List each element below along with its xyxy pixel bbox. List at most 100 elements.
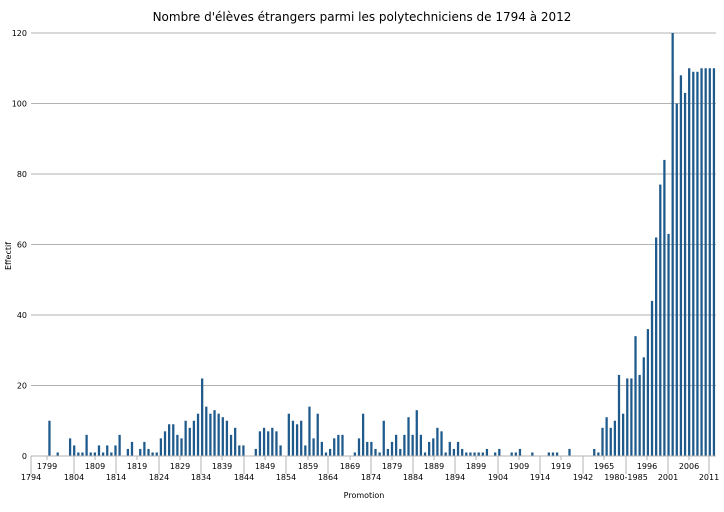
x-tick-label: 1854 [276, 473, 296, 482]
bar [395, 434, 398, 456]
bar [712, 68, 716, 456]
bar [114, 445, 117, 456]
bar [477, 452, 480, 456]
bar [316, 413, 319, 456]
bar [593, 448, 596, 456]
x-tick-label: 1849 [255, 462, 275, 471]
bar [238, 445, 241, 456]
x-tick-label: 1884 [403, 473, 423, 482]
bar [423, 452, 427, 456]
bar [704, 68, 707, 456]
bar [192, 420, 196, 456]
bar [638, 374, 641, 456]
bar [494, 452, 497, 456]
x-tick-label: 1844 [234, 473, 254, 482]
bar [106, 445, 109, 456]
bar [605, 417, 608, 456]
bar [485, 448, 489, 456]
bar [440, 431, 443, 456]
bar [659, 184, 662, 456]
bar [234, 427, 237, 456]
x-tick-label: 1869 [340, 462, 360, 471]
bar [262, 427, 266, 456]
y-tick-label: 60 [17, 241, 27, 250]
bar [634, 336, 637, 456]
bar [461, 448, 464, 456]
bar [679, 75, 683, 457]
bar [85, 434, 88, 456]
bar [382, 420, 385, 456]
bar [97, 445, 101, 456]
bar [143, 441, 146, 456]
bar [337, 434, 340, 456]
bar [258, 431, 262, 456]
bar [118, 434, 121, 456]
x-tick-label: 2001 [658, 473, 678, 482]
bars [48, 33, 716, 457]
bar [188, 427, 191, 456]
bar [213, 410, 216, 456]
x-tick-label: 1864 [318, 473, 338, 482]
x-tick-label: 1894 [445, 473, 465, 482]
bar [221, 417, 224, 456]
bar [56, 452, 59, 456]
bar [663, 159, 666, 456]
bar [201, 378, 204, 456]
bar [168, 424, 171, 456]
bar [295, 424, 299, 456]
bar [324, 452, 328, 456]
x-tick-label: 1794 [21, 473, 41, 482]
bar [242, 445, 245, 456]
bar [139, 448, 142, 456]
x-tick-label: 1829 [170, 462, 190, 471]
bar [374, 448, 377, 456]
chart-title: Nombre d'élèves étrangers parmi les poly… [153, 10, 572, 24]
bar [341, 434, 344, 456]
bar [366, 441, 369, 456]
x-tick-label: 1839 [212, 462, 232, 471]
bar [671, 33, 674, 456]
bar [229, 434, 233, 456]
bar [514, 452, 517, 456]
bar [428, 441, 431, 456]
bar [390, 441, 394, 456]
bar [155, 452, 158, 456]
bar [77, 452, 80, 456]
x-tick-label: 1909 [509, 462, 529, 471]
bar [481, 452, 484, 456]
bar [275, 431, 278, 456]
bar [357, 438, 361, 457]
bar [630, 378, 633, 456]
bar [667, 233, 670, 456]
x-tick-label: 1914 [530, 473, 550, 482]
bar [308, 406, 311, 456]
bar [403, 434, 406, 456]
x-tick-label: 1904 [488, 473, 508, 482]
bar [287, 413, 290, 456]
bar [432, 438, 435, 457]
x-tick-label: 1824 [149, 473, 169, 482]
bar [452, 448, 456, 456]
bar [101, 452, 105, 456]
bar [617, 374, 621, 456]
bar [469, 452, 472, 456]
bar [650, 300, 654, 456]
y-tick-label: 40 [17, 311, 27, 320]
x-tick-label: 1965 [594, 462, 614, 471]
bar [646, 329, 650, 456]
grid [31, 32, 716, 457]
bar [683, 92, 687, 457]
y-axis-label: Effectif [4, 242, 13, 270]
bar [68, 438, 72, 457]
bar [399, 448, 402, 456]
x-tick-label: 1799 [37, 462, 57, 471]
bar [110, 452, 113, 456]
bar [172, 424, 175, 456]
bar [510, 452, 513, 456]
bar [147, 448, 150, 456]
x-tick-label: 1834 [191, 473, 211, 482]
bar [205, 406, 208, 456]
bar [81, 452, 84, 456]
bar [551, 452, 555, 456]
